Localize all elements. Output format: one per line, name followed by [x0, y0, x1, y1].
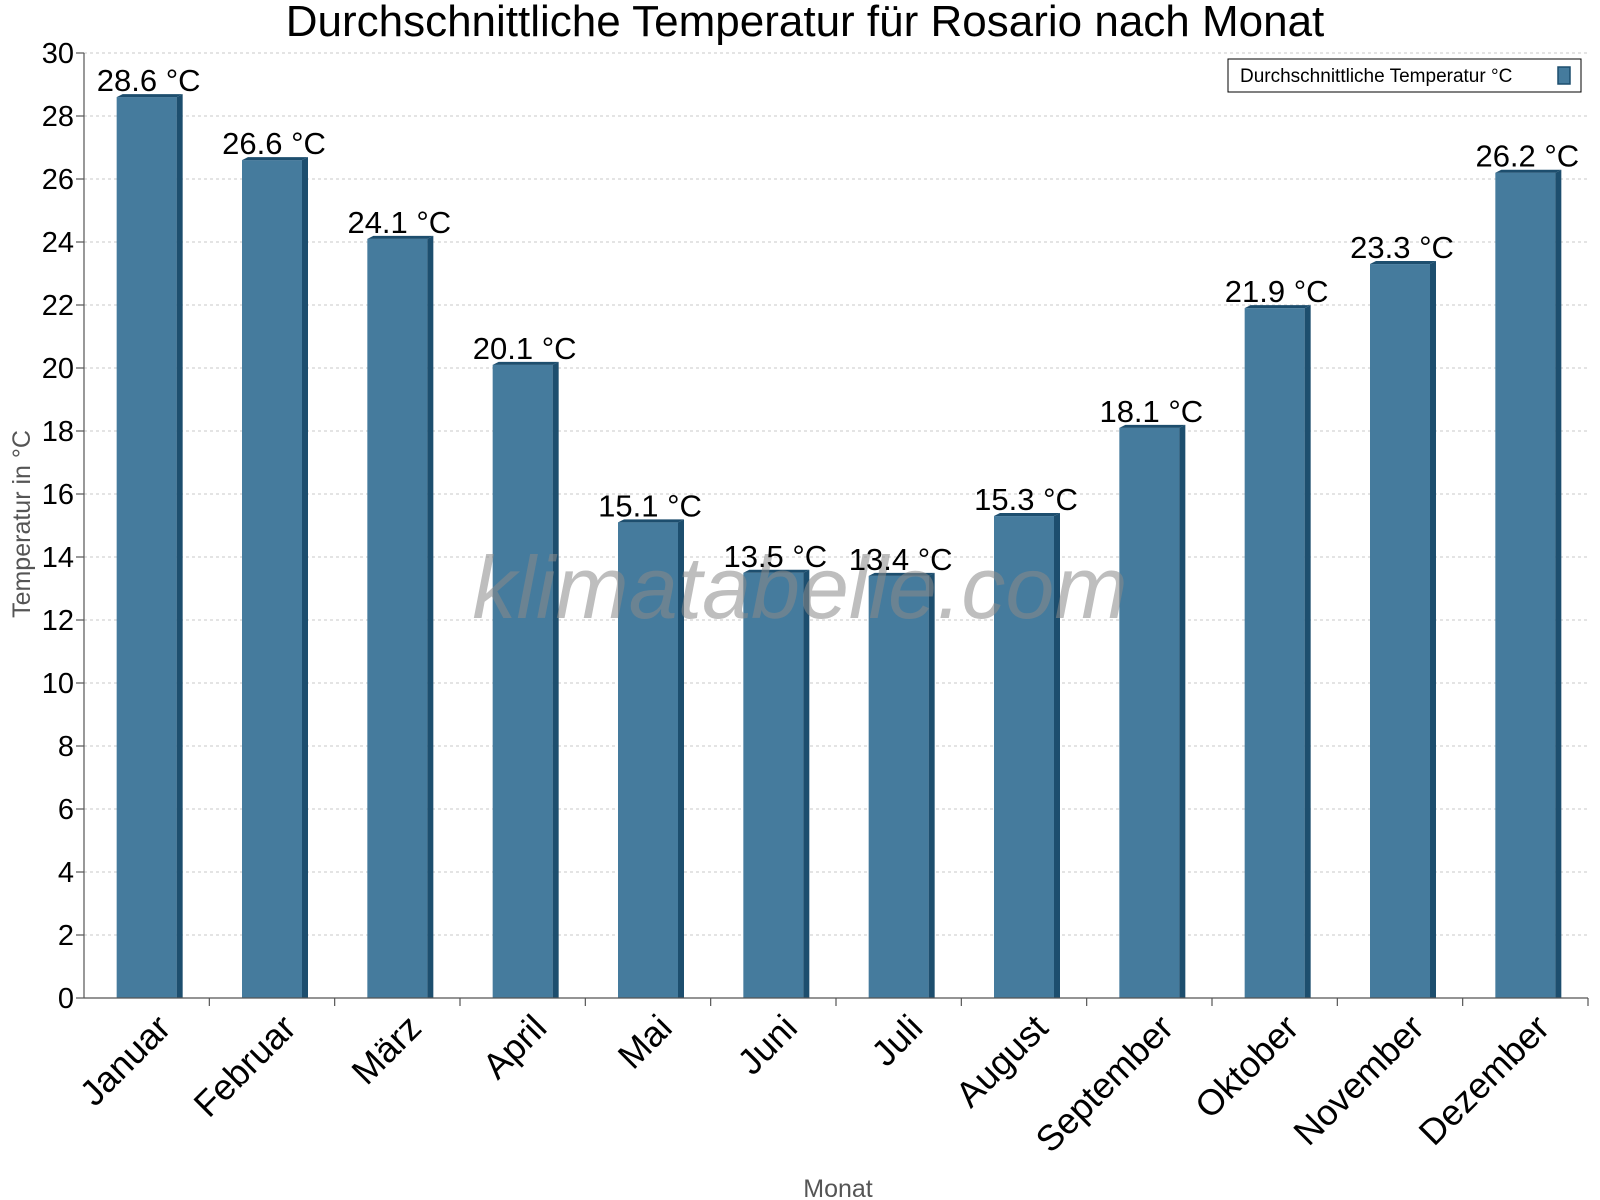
x-tick-label-juli: Juli [863, 1007, 930, 1074]
bar-september [1119, 427, 1180, 999]
x-axis-label: Monat [803, 1175, 873, 1200]
bar-januar [116, 97, 177, 999]
bar-juli [868, 575, 929, 998]
y-tick-label-14: 14 [42, 542, 74, 574]
y-tick-label-20: 20 [42, 353, 74, 385]
bar-side-oktober [1304, 305, 1311, 998]
x-tick-label-oktober: Oktober [1187, 1007, 1307, 1127]
y-tick-label-30: 30 [42, 38, 74, 70]
value-label-september: 18.1 °C [1099, 394, 1203, 429]
value-label-april: 20.1 °C [473, 331, 577, 366]
legend-swatch [1557, 66, 1571, 85]
y-tick-label-6: 6 [58, 794, 74, 826]
bar-märz [367, 238, 428, 999]
watermark: klimatabelle.com [472, 538, 1127, 637]
x-tick-label-juni: Juni [729, 1007, 805, 1083]
bar-side-februar [302, 157, 308, 999]
y-tick-label-8: 8 [58, 731, 74, 763]
x-tick-label-februar: Februar [186, 1007, 304, 1125]
value-label-januar: 28.6 °C [97, 63, 201, 98]
bar-side-märz [427, 235, 434, 999]
x-axis-ticks: Januar Februar März April Mai Juni Juli AugustS… [71, 998, 1589, 1161]
bar-side-september [1179, 424, 1186, 999]
bar-august [994, 516, 1054, 998]
bar-side-dezember [1555, 169, 1562, 998]
axes [83, 53, 1588, 999]
bar-top-april [492, 361, 559, 365]
chart-title: Durchschnittliche Temperatur für Rosario… [286, 0, 1325, 46]
y-tick-label-26: 26 [42, 164, 74, 196]
value-label-august: 15.3 °C [974, 482, 1078, 517]
bar-top-märz [367, 235, 434, 239]
bar-dezember [1495, 172, 1556, 998]
bar-juni [743, 572, 804, 998]
value-label-oktober: 21.9 °C [1225, 274, 1329, 309]
bar-april [492, 364, 553, 999]
y-tick-label-16: 16 [42, 479, 74, 511]
y-tick-label-0: 0 [58, 983, 74, 1015]
y-tick-label-10: 10 [42, 668, 74, 700]
y-tick-label-12: 12 [42, 605, 74, 637]
x-tick-label-september: September [1027, 1007, 1181, 1161]
y-tick-label-2: 2 [58, 920, 74, 952]
legend-label: Durchschnittliche Temperatur °C [1240, 66, 1512, 87]
value-label-november: 23.3 °C [1350, 230, 1454, 265]
bar-side-juli [928, 572, 935, 998]
legend-box [1227, 58, 1582, 93]
bar-top-august [994, 513, 1060, 517]
bar-top-mai [618, 519, 684, 523]
x-tick-label-august: August [947, 1007, 1055, 1115]
bar-top-dezember [1495, 169, 1562, 173]
x-tick-label-dezember: Dezember [1411, 1007, 1557, 1153]
x-tick-label-mai: Mai [610, 1007, 680, 1077]
bar-oktober [1244, 308, 1305, 998]
x-tick-label-november: November [1285, 1007, 1431, 1153]
bar-side-november [1430, 261, 1436, 998]
bar-top-juli [868, 572, 935, 576]
value-label-juli: 13.4 °C [849, 542, 953, 577]
value-labels: 28.6 °C 26.6 °C 24.1 °C 20.1 °C 15.1 °C 13.5 … [97, 63, 1579, 577]
y-tick-label-18: 18 [42, 416, 74, 448]
bar-side-mai [678, 519, 684, 998]
x-tick-label-märz: März [343, 1007, 429, 1093]
bar-side-juni [803, 569, 810, 998]
bar-mai [618, 522, 678, 998]
x-tick-label-april: April [474, 1007, 554, 1087]
value-label-dezember: 26.2 °C [1475, 139, 1579, 174]
y-tick-label-24: 24 [42, 227, 74, 259]
bar-top-januar [116, 94, 183, 98]
x-tick-label-januar: Januar [71, 1007, 178, 1114]
y-tick-label-28: 28 [42, 101, 74, 133]
bars [116, 94, 1562, 999]
bar-side-august [1054, 513, 1060, 998]
bar-top-juni [743, 569, 810, 573]
bar-top-februar [242, 157, 308, 161]
bar-november [1370, 264, 1430, 998]
y-tick-label-22: 22 [42, 290, 74, 322]
bar-side-april [552, 361, 559, 999]
bar-februar [242, 160, 302, 999]
bar-top-oktober [1244, 305, 1311, 309]
value-label-juni: 13.5 °C [723, 539, 827, 574]
value-label-mai: 15.1 °C [598, 488, 702, 523]
value-label-februar: 26.6 °C [222, 126, 326, 161]
bar-top-september [1119, 424, 1186, 428]
legend: Durchschnittliche Temperatur °C [1227, 58, 1582, 93]
y-tick-label-4: 4 [58, 857, 74, 889]
bar-top-november [1370, 261, 1436, 265]
bar-side-januar [176, 94, 183, 999]
value-label-märz: 24.1 °C [347, 205, 451, 240]
grid-lines [84, 52, 1588, 936]
y-axis-label: Temperatur in °C [8, 430, 36, 618]
